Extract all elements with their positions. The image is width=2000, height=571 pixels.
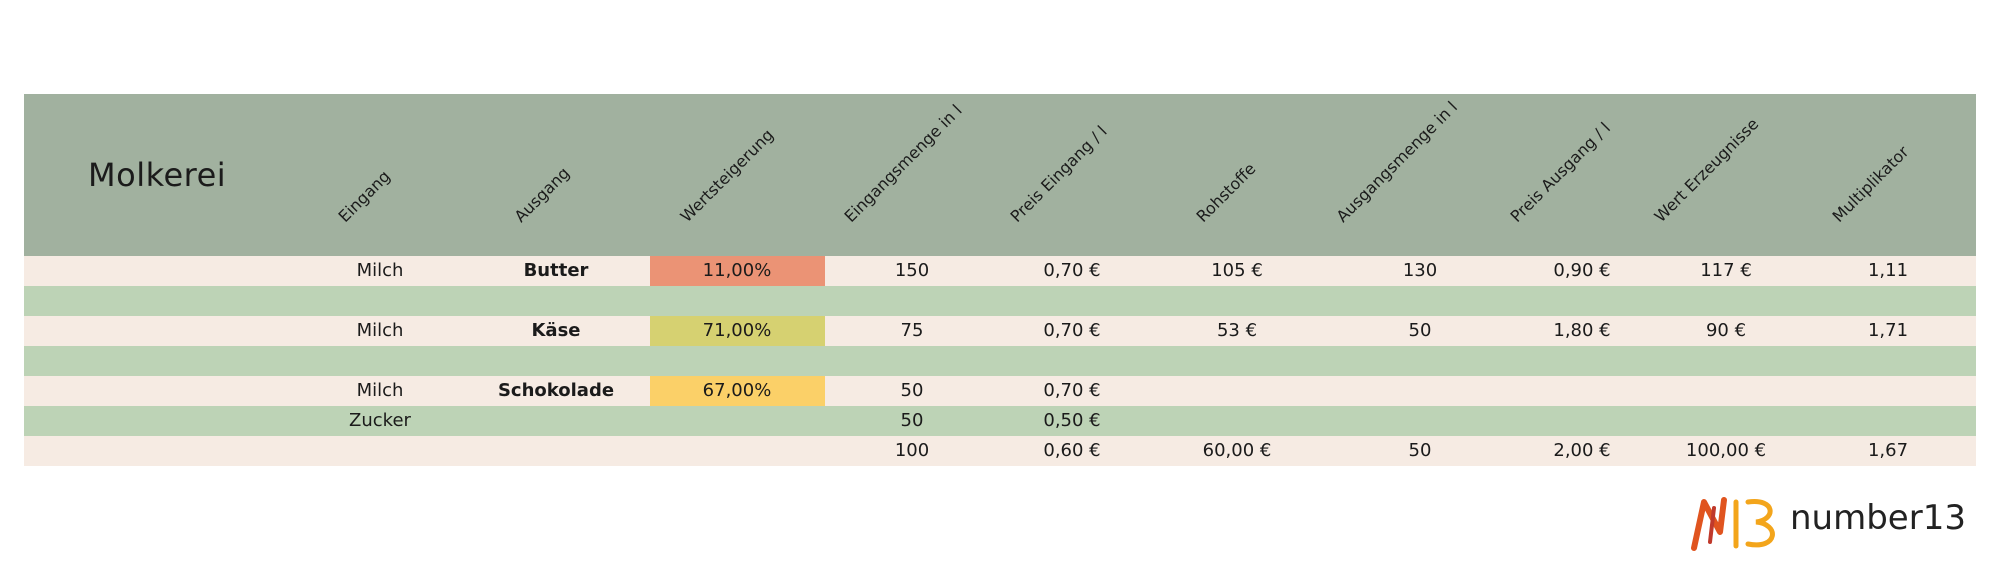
cell-ausgangsmenge: 130	[1402, 260, 1438, 281]
data-table: Molkerei Eingang Ausgang Wertsteigerung …	[24, 94, 1976, 466]
logo-text: number13	[1790, 498, 1966, 538]
cell-rohstoffe: 60,00 €	[1202, 440, 1272, 461]
cell-wert-erzeugnisse: 90 €	[1705, 320, 1747, 341]
table-row: 100 0,60 € 60,00 € 50 2,00 € 100,00 € 1,67	[24, 436, 1976, 466]
cell-wertsteigerung: 71,00%	[702, 320, 772, 341]
cell-preis-eingang: 0,60 €	[1043, 440, 1101, 461]
wertsteigerung-highlight	[650, 376, 825, 406]
table-row: Zucker 50 0,50 €	[24, 406, 1976, 436]
table-row: Milch Käse 71,00% 75 0,70 € 53 € 50 1,80 € 90 € 1…	[24, 316, 1976, 346]
cell-preis-eingang: 0,70 €	[1043, 380, 1101, 401]
cell-ausgang: Käse	[531, 320, 581, 341]
cell-preis-ausgang: 1,80 €	[1553, 320, 1611, 341]
cell-preis-eingang: 0,70 €	[1043, 320, 1101, 341]
cell-eingang: Zucker	[349, 410, 411, 431]
number13-logo-icon	[1691, 497, 1775, 551]
cell-eingangsmenge: 150	[894, 260, 930, 281]
cell-multiplikator: 1,67	[1867, 440, 1909, 461]
cell-eingang: Milch	[356, 320, 404, 341]
cell-multiplikator: 1,71	[1867, 320, 1909, 341]
cell-ausgangsmenge: 50	[1408, 440, 1432, 461]
table-row	[24, 286, 1976, 316]
cell-preis-ausgang: 0,90 €	[1553, 260, 1611, 281]
cell-ausgangsmenge: 50	[1408, 320, 1432, 341]
cell-rohstoffe: 105 €	[1211, 260, 1263, 281]
cell-preis-eingang: 0,50 €	[1043, 410, 1101, 431]
cell-eingangsmenge: 50	[900, 380, 924, 401]
cell-wert-erzeugnisse: 100,00 €	[1685, 440, 1767, 461]
cell-eingangsmenge: 75	[900, 320, 924, 341]
table-title: Molkerei	[88, 156, 227, 194]
cell-wertsteigerung: 67,00%	[702, 380, 772, 401]
table-row	[24, 346, 1976, 376]
number13-logo: number13	[1690, 492, 1980, 552]
table-row: Milch Butter 11,00% 150 0,70 € 105 € 130 0,90 €…	[24, 256, 1976, 286]
wertsteigerung-highlight	[650, 256, 825, 286]
cell-preis-eingang: 0,70 €	[1043, 260, 1101, 281]
wertsteigerung-highlight	[650, 316, 825, 346]
table-header: Molkerei Eingang Ausgang Wertsteigerung …	[24, 94, 1976, 256]
cell-wertsteigerung: 11,00%	[702, 260, 772, 281]
table-row: Milch Schokolade 67,00% 50 0,70 €	[24, 376, 1976, 406]
cell-ausgang: Schokolade	[497, 380, 615, 401]
cell-eingang: Milch	[356, 380, 404, 401]
cell-preis-ausgang: 2,00 €	[1553, 440, 1611, 461]
cell-eingang: Milch	[356, 260, 404, 281]
cell-ausgang: Butter	[523, 260, 589, 281]
cell-eingangsmenge: 100	[894, 440, 930, 461]
table-body: Milch Butter 11,00% 150 0,70 € 105 € 130 0,90 €…	[24, 256, 1976, 466]
cell-multiplikator: 1,11	[1867, 260, 1909, 281]
cell-wert-erzeugnisse: 117 €	[1700, 260, 1752, 281]
cell-eingangsmenge: 50	[900, 410, 924, 431]
cell-rohstoffe: 53 €	[1216, 320, 1258, 341]
